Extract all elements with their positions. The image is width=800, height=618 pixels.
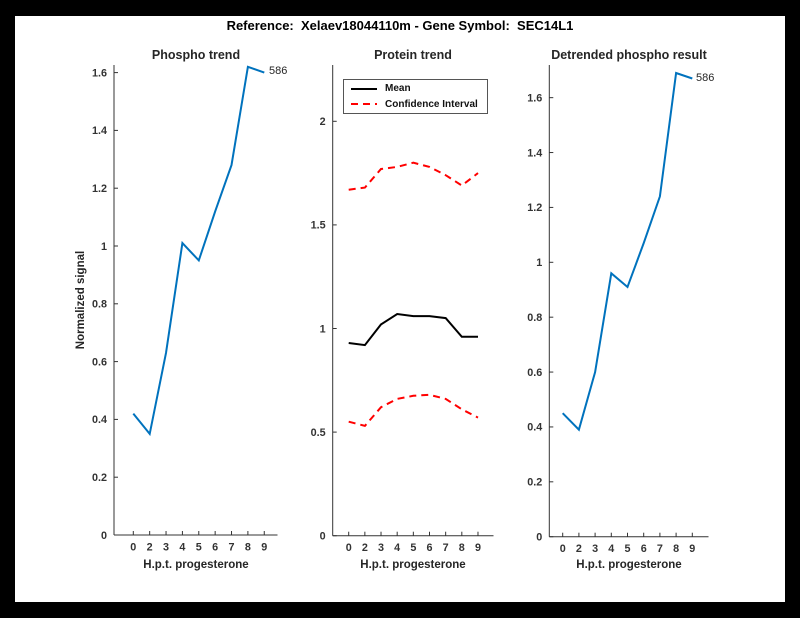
x-tick-label: 2	[576, 543, 582, 555]
y-tick-label: 1.5	[311, 220, 326, 232]
x-tick-label: 5	[624, 543, 630, 555]
legend-label-ci: Confidence Interval	[385, 98, 478, 110]
y-tick-label: 1	[101, 241, 107, 253]
y-tick-label: 0.2	[92, 472, 107, 484]
y-tick-label: 1.4	[92, 125, 107, 137]
x-tick-label: 3	[378, 542, 384, 554]
series-line-phospho-signal	[132, 65, 265, 437]
y-tick-label: 0.2	[527, 477, 542, 489]
annotation-586-left: 586	[269, 65, 288, 77]
series-line-mean	[348, 312, 478, 347]
x-tick-label: 7	[657, 543, 663, 555]
series-line-confidence-interval-upper	[348, 161, 479, 191]
x-tick-label: 4	[394, 542, 400, 554]
y-tick-label: 1.2	[92, 183, 107, 195]
y-tick-label: 0	[320, 531, 326, 543]
x-axis-label-left: H.p.t. progesterone	[143, 559, 249, 571]
x-tick-label: 0	[130, 542, 136, 554]
y-tick-label: 1.6	[527, 92, 542, 104]
mean-line-sample-icon	[351, 87, 377, 90]
legend-row-mean: Mean	[344, 82, 487, 96]
y-tick-label: 0.6	[92, 356, 107, 368]
x-tick-label: 3	[592, 543, 598, 555]
legend-row-ci: Confidence Interval	[344, 97, 487, 111]
x-tick-label: 6	[212, 542, 218, 554]
x-tick-label: 9	[261, 542, 267, 554]
y-tick-label: 2	[320, 116, 326, 128]
figure-title: Reference: Xelaev18044110m - Gene Symbol…	[226, 18, 574, 33]
x-tick-label: 0	[560, 543, 566, 555]
y-tick-label: 0.4	[527, 422, 542, 434]
y-tick-label: 1	[536, 257, 542, 269]
subplot-title-detrended-result: Detrended phospho result	[551, 48, 707, 62]
series-line-detrended-phospho-signal	[561, 71, 693, 432]
x-tick-label: 2	[147, 542, 153, 554]
y-tick-label: 0	[101, 530, 107, 542]
x-tick-label: 6	[641, 543, 647, 555]
x-tick-label: 9	[689, 543, 695, 555]
x-axis-label-right: H.p.t. progesterone	[576, 559, 682, 571]
legend-label-mean: Mean	[385, 83, 411, 95]
y-tick-label: 1.4	[527, 147, 542, 159]
y-tick-label: 1	[320, 323, 326, 335]
x-tick-label: 7	[229, 542, 235, 554]
x-tick-label: 3	[163, 542, 169, 554]
x-tick-label: 8	[673, 543, 679, 555]
x-tick-label: 9	[475, 542, 481, 554]
x-tick-label: 6	[426, 542, 432, 554]
y-tick-label: 0.4	[92, 414, 107, 426]
x-tick-label: 2	[362, 542, 368, 554]
series-line-confidence-interval-lower	[348, 393, 479, 428]
subplot-title-phospho-trend: Phospho trend	[151, 48, 241, 62]
y-tick-label: 0.8	[92, 299, 107, 311]
subplot-title-protein-trend: Protein trend	[374, 48, 452, 62]
y-axis-label: Normalized signal	[75, 250, 87, 350]
x-tick-label: 8	[245, 542, 251, 554]
x-tick-label: 8	[459, 542, 465, 554]
x-axis-label-middle: H.p.t. progesterone	[360, 559, 466, 571]
y-tick-label: 0.8	[527, 312, 542, 324]
ci-dashed-line-sample-icon	[351, 103, 377, 106]
x-tick-label: 0	[346, 542, 352, 554]
x-tick-label: 5	[410, 542, 416, 554]
y-tick-label: 0.6	[527, 367, 542, 379]
y-tick-label: 0.5	[311, 427, 326, 439]
x-tick-label: 4	[179, 542, 185, 554]
y-tick-label: 1.6	[92, 67, 107, 79]
x-tick-label: 4	[608, 543, 614, 555]
x-tick-label: 5	[196, 542, 202, 554]
annotation-586-right: 586	[696, 72, 715, 84]
y-tick-label: 0	[536, 532, 542, 544]
x-tick-label: 7	[443, 542, 449, 554]
y-tick-label: 1.2	[527, 202, 542, 214]
legend: Mean Confidence Interval	[343, 79, 488, 114]
